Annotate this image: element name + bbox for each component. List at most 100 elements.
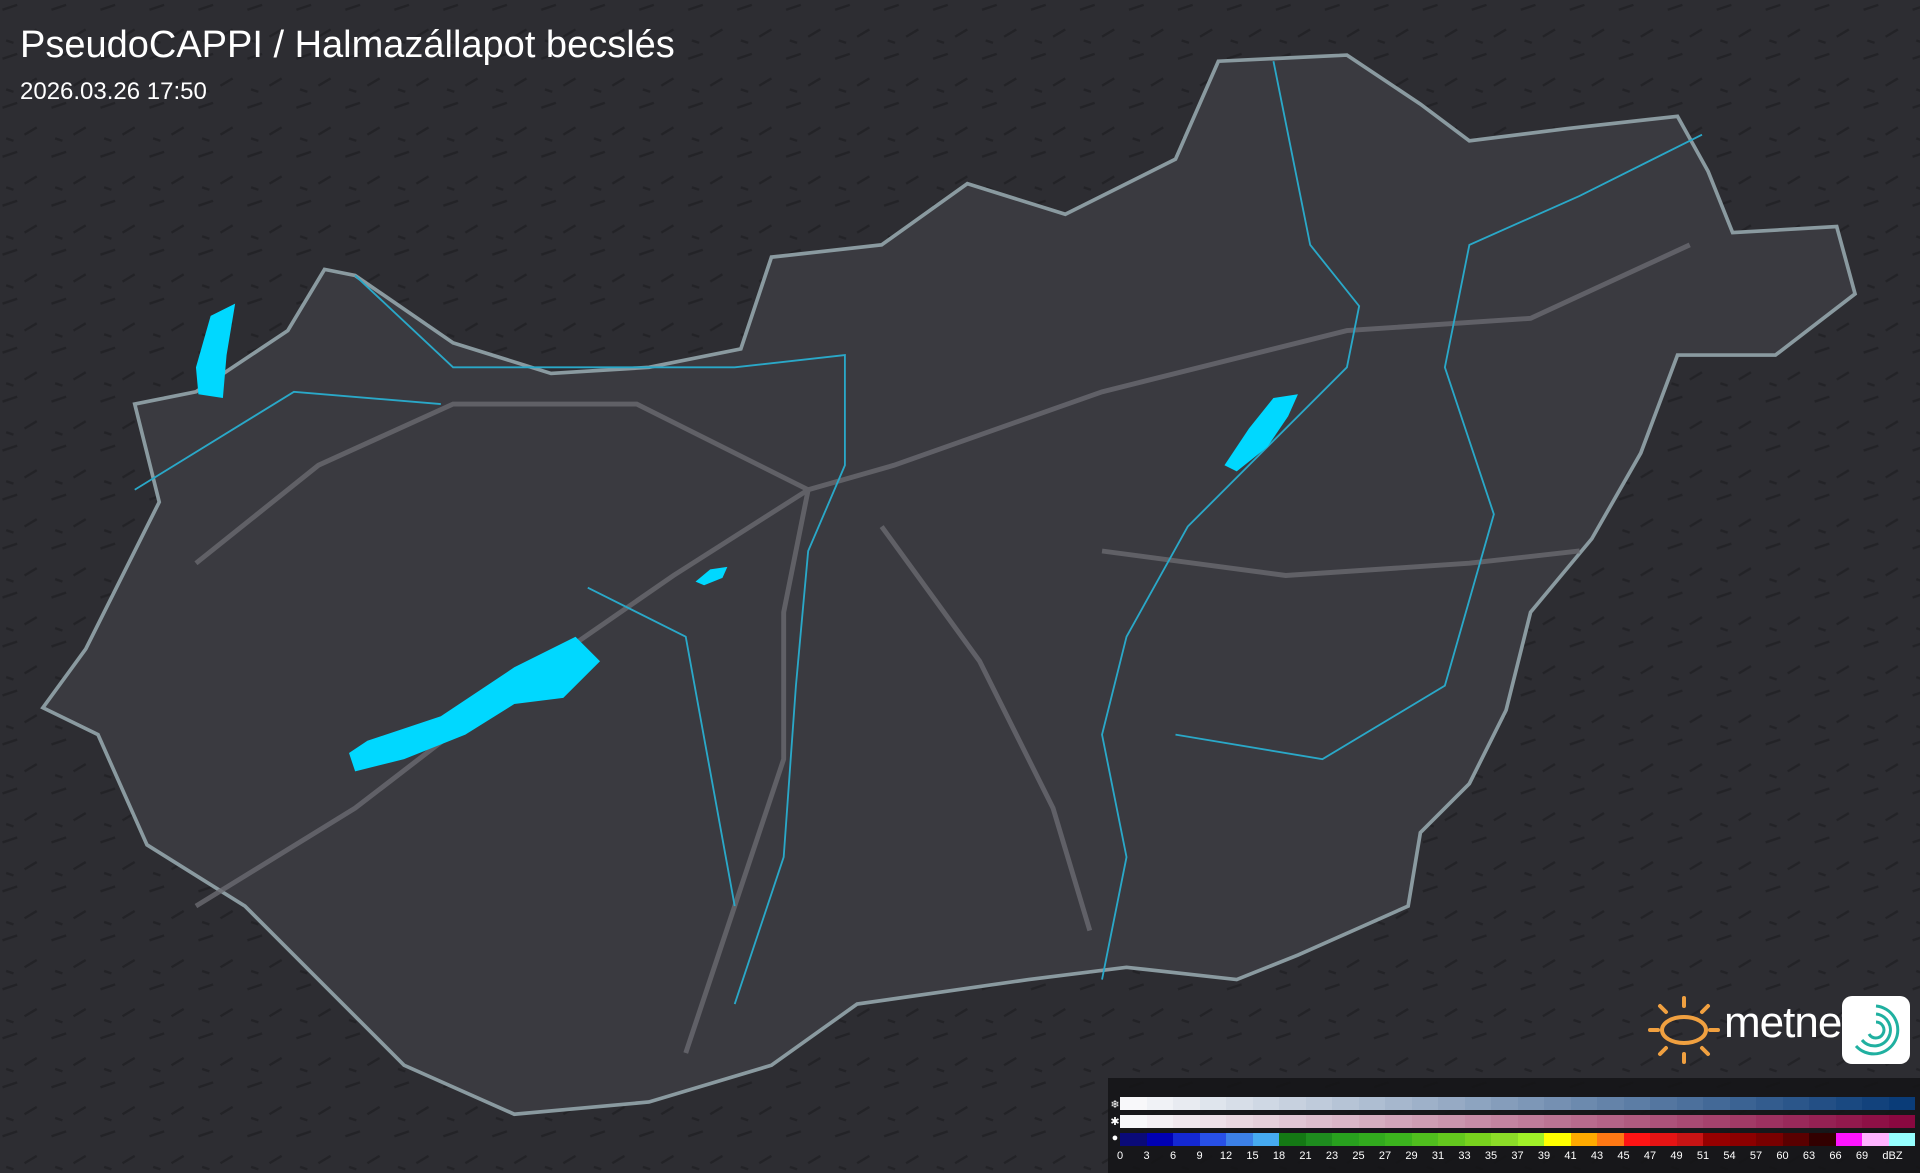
legend-tick: 51: [1696, 1150, 1710, 1162]
legend-swatch: [1226, 1115, 1253, 1128]
legend-tick: 23: [1325, 1150, 1339, 1162]
legend-swatch: [1809, 1115, 1836, 1128]
legend-swatch: [1385, 1097, 1412, 1110]
legend-swatch: [1650, 1097, 1677, 1110]
legend-swatch: [1120, 1133, 1147, 1146]
legend-swatch: [1597, 1097, 1624, 1110]
legend-tick: 43: [1590, 1150, 1604, 1162]
lake-velence: [695, 566, 728, 586]
lake-balaton: [349, 636, 601, 772]
legend-swatch: [1756, 1115, 1783, 1128]
legend-tick: 25: [1352, 1150, 1365, 1162]
dbz-legend: ❄ ✱ ● 0 3 6 9 12 15 18 21 23 25 27 29 31 33 35 37 39 41 43…: [1108, 1078, 1920, 1173]
legend-tick: 69: [1855, 1150, 1869, 1162]
legend-tick: 15: [1246, 1150, 1259, 1162]
sleet-icon: ✱: [1110, 1116, 1120, 1128]
legend-swatch: [1173, 1097, 1200, 1110]
legend-swatch: [1332, 1115, 1359, 1128]
legend-swatch: [1252, 1133, 1279, 1146]
legend-swatch: [1597, 1133, 1624, 1146]
legend-swatch: [1888, 1097, 1915, 1110]
legend-swatch: [1835, 1115, 1862, 1128]
legend-swatch: [1729, 1115, 1756, 1128]
legend-swatch: [1544, 1133, 1571, 1146]
legend-tick: 39: [1537, 1150, 1551, 1162]
legend-swatch: [1676, 1097, 1703, 1110]
legend-swatch: [1835, 1097, 1862, 1110]
legend-swatch: [1491, 1133, 1518, 1146]
legend-swatch: [1650, 1115, 1677, 1128]
legend-tick: 35: [1484, 1150, 1498, 1162]
legend-swatch: [1782, 1115, 1809, 1128]
legend-swatch: [1570, 1133, 1597, 1146]
legend-swatch: [1173, 1133, 1200, 1146]
legend-swatch: [1862, 1097, 1889, 1110]
lake-tisza: [1224, 394, 1298, 472]
legend-swatch: [1385, 1133, 1412, 1146]
legend-swatch: [1332, 1097, 1359, 1110]
legend-swatch: [1703, 1097, 1730, 1110]
legend-tick: 54: [1723, 1150, 1736, 1162]
legend-swatch: [1358, 1115, 1385, 1128]
legend-swatch: [1491, 1097, 1518, 1110]
app-icon: [1842, 996, 1910, 1064]
legend-swatch: [1544, 1115, 1571, 1128]
legend-swatch: [1279, 1115, 1306, 1128]
legend-tick: 18: [1272, 1150, 1286, 1162]
legend-swatch: [1120, 1115, 1147, 1128]
legend-swatch: [1120, 1097, 1147, 1110]
legend-swatch: [1279, 1133, 1306, 1146]
legend-swatch: [1623, 1115, 1650, 1128]
legend-swatch: [1438, 1133, 1465, 1146]
legend-swatch: [1491, 1115, 1518, 1128]
legend-unit: dBZ: [1882, 1150, 1903, 1162]
legend-swatch: [1199, 1097, 1226, 1110]
legend-tick: 3: [1143, 1150, 1150, 1162]
legend-swatch: [1252, 1097, 1279, 1110]
legend-swatch: [1862, 1133, 1889, 1146]
legend-swatch: [1305, 1133, 1332, 1146]
legend-tick: 0: [1116, 1150, 1124, 1162]
page-title: PseudoCAPPI / Halmazállapot becslés: [20, 24, 675, 66]
snowflake-icon: ❄: [1110, 1099, 1120, 1111]
legend-tick: 31: [1431, 1150, 1445, 1162]
legend-swatch: [1358, 1133, 1385, 1146]
legend-swatch: [1199, 1133, 1226, 1146]
legend-swatch: [1782, 1097, 1809, 1110]
legend-tick: 57: [1749, 1150, 1763, 1162]
legend-tick: 9: [1196, 1150, 1203, 1162]
legend-tick: 47: [1643, 1150, 1657, 1162]
legend-swatch: [1623, 1097, 1650, 1110]
raindrop-icon: ●: [1111, 1132, 1119, 1144]
legend-tick: 12: [1219, 1150, 1233, 1162]
legend-tick: 27: [1378, 1150, 1392, 1162]
legend-swatch: [1252, 1115, 1279, 1128]
legend-tick: 21: [1299, 1150, 1312, 1162]
legend-swatch: [1570, 1097, 1597, 1110]
legend-mixed-scale: [1120, 1115, 1915, 1128]
legend-snow-scale: [1120, 1097, 1915, 1110]
legend-swatch: [1411, 1097, 1438, 1110]
legend-swatch: [1199, 1115, 1226, 1128]
legend-ticks: 0 3 6 9 12 15 18 21 23 25 27 29 31 33 35 37 39 41 43 45 47 49…: [1116, 1150, 1920, 1164]
legend-swatch: [1146, 1115, 1173, 1128]
legend-swatch: [1438, 1115, 1465, 1128]
legend-swatch: [1332, 1133, 1359, 1146]
legend-swatch: [1411, 1115, 1438, 1128]
legend-swatch: [1358, 1097, 1385, 1110]
legend-swatch: [1835, 1133, 1862, 1146]
legend-swatch: [1729, 1133, 1756, 1146]
legend-swatch: [1279, 1097, 1306, 1110]
legend-swatch: [1703, 1115, 1730, 1128]
legend-tick: 45: [1617, 1150, 1630, 1162]
legend-swatch: [1517, 1133, 1544, 1146]
legend-swatch: [1464, 1115, 1491, 1128]
legend-swatch: [1226, 1133, 1253, 1146]
sun-logo-icon: [1648, 996, 1720, 1064]
legend-tick: 41: [1564, 1150, 1577, 1162]
legend-swatch: [1464, 1133, 1491, 1146]
legend-swatch: [1888, 1133, 1915, 1146]
legend-swatch: [1464, 1097, 1491, 1110]
legend-swatch: [1411, 1133, 1438, 1146]
